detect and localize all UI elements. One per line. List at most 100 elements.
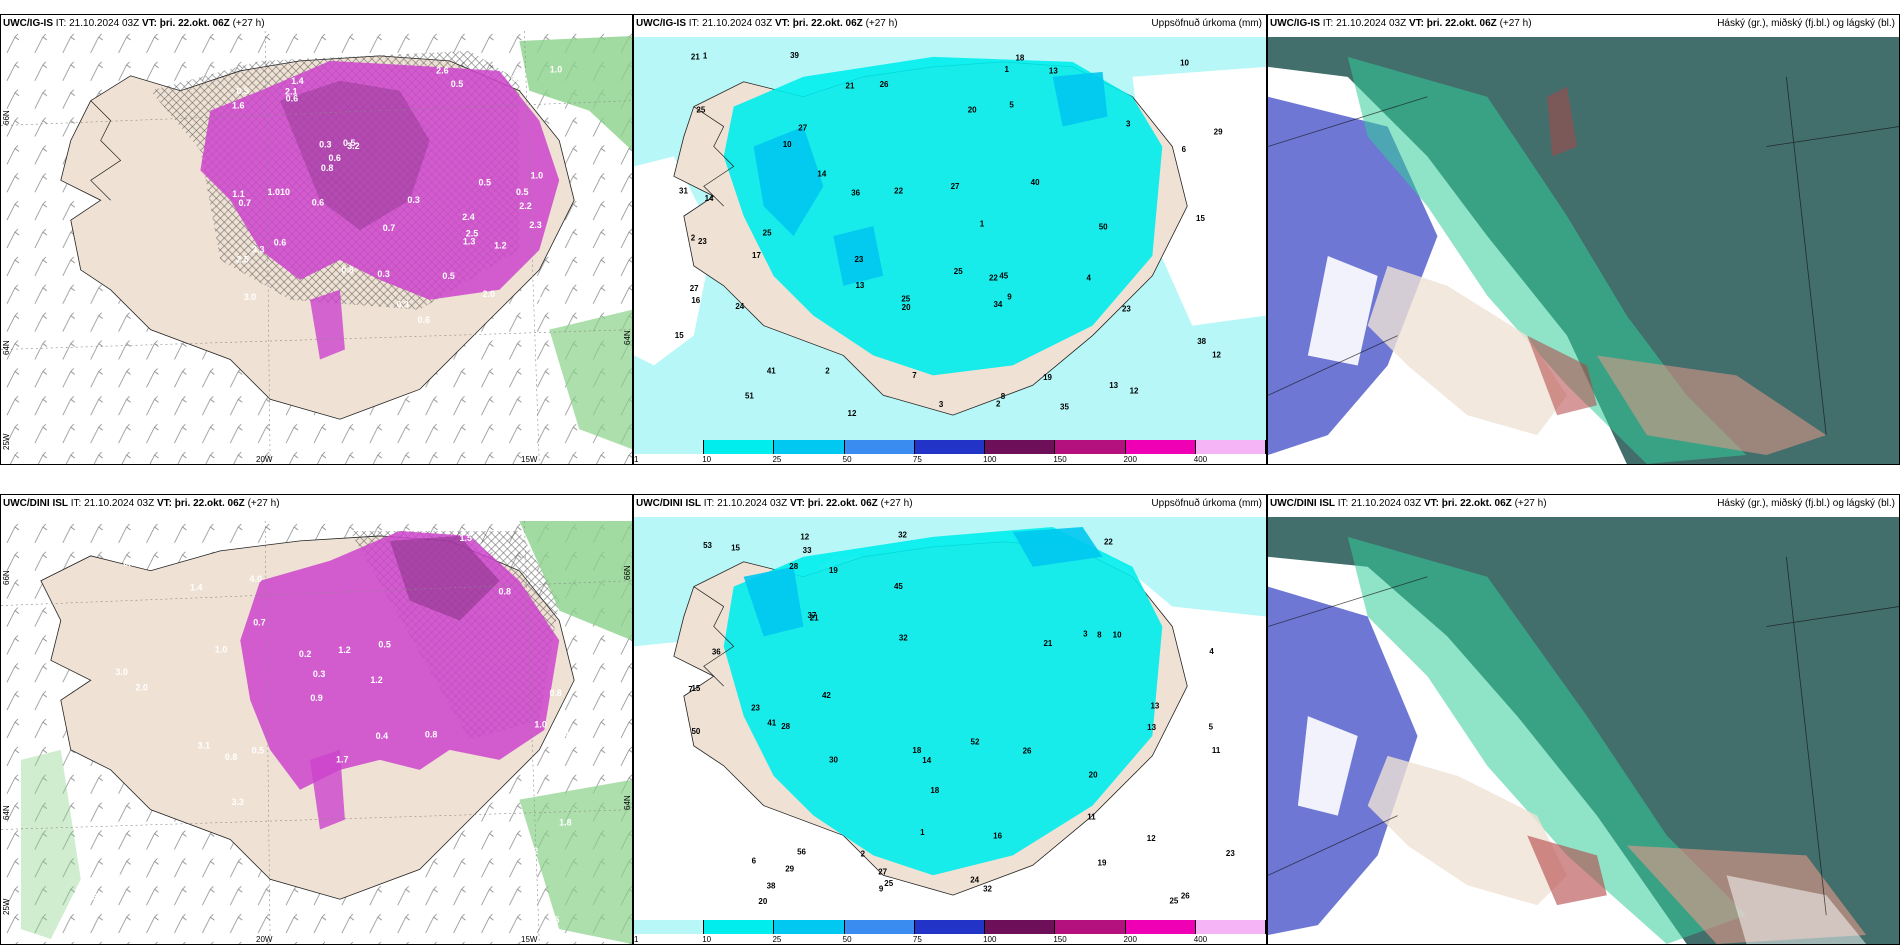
map-value-label: 1.0 [534,719,546,729]
map-value-label: 27 [690,284,699,293]
colorbar-label: 150 [1053,935,1067,944]
map-value-label: 1.4 [190,582,202,592]
colorbar-label: 150 [1053,455,1067,464]
map-value-label: 25 [763,228,772,237]
map-svg [1268,37,1899,464]
map-value-label: 0.6 [418,315,430,325]
map-value-label: 1.2 [338,645,350,655]
colorbar-segment [634,440,705,454]
map-value-label: 21 [691,52,700,61]
colorbar-label: 75 [912,935,922,944]
map-svg: 9141034232250453627413124252338401612102… [634,37,1266,440]
map-value-label: 0.5 [115,880,127,890]
map-value-label: 28 [789,562,798,571]
colorbar-label: 400 [1193,455,1208,464]
precip-values: 2.24.00.20.90.71.22.33.33.11.41.00.80.50… [85,533,585,925]
colorbar-segment [1195,920,1266,934]
colorbar-segment [704,440,775,454]
iceland-land [1367,265,1568,436]
map-value-label: 23 [855,255,864,264]
panel-header: UWC/IG-IS IT: 21.10.2024 03Z VT: þri. 22… [1270,18,1532,29]
map-value-label: 3.3 [231,797,243,807]
map-value-label: 35 [1060,403,1069,412]
y-tick-66n: 66N [2,110,11,125]
map-value-label: 0.4 [376,731,388,741]
map-value-label: 0.5 [564,729,576,739]
y-tick-25w: 25W [2,898,11,915]
map-value-label: 0.7 [253,618,265,628]
map-value-label: 50 [692,727,701,736]
map-value-label: 12 [1130,387,1139,396]
map-value-label: 36 [712,647,721,656]
map-value-label: 12 [848,409,857,418]
x-tick-15w: 15W [521,455,538,464]
map-value-label: 25 [901,294,910,303]
map-value-label: 2.1 [285,86,297,96]
map-value-label: 10 [783,140,792,149]
map-value-label: 10 [1180,59,1189,68]
map-svg: 2.24.00.20.90.71.22.33.33.11.41.00.80.50… [1,521,632,944]
map-value-label: 15 [675,331,684,340]
map-value-label: 38 [767,882,776,891]
map-value-label: 3.1 [198,740,210,750]
map-value-label: 25 [1170,896,1179,905]
map-value-label: 0.3 [313,669,325,679]
map-value-label: 26 [880,80,889,89]
map-value-label: 20 [758,897,767,906]
colorbar-segment [704,920,775,934]
map-value-label: 0.6 [274,237,286,247]
map-value-label: 26 [1181,891,1190,900]
map-value-label: 0.3 [396,300,408,310]
map-value-label: 0.3 [407,195,419,205]
map-value-label: 27 [798,124,807,133]
map-value-label: 0.8 [225,752,237,762]
map-value-label: 23 [1226,849,1235,858]
colorbar-label: 50 [842,455,852,464]
map-svg [1268,517,1899,944]
map-value-label: 37 [808,611,817,620]
colorbar-label: 200 [1123,935,1137,944]
panel-dini-precip-rate: UWC/DINI ISL IT: 21.10.2024 03Z VT: þri.… [0,494,633,945]
map-value-label: 0.5 [110,873,122,883]
map-value-label: 32 [983,885,992,894]
map-value-label: 1.010 [268,187,290,197]
map-value-label: 12 [800,533,809,542]
map-value-label: 0.7 [123,558,135,568]
map-value-label: 1.7 [336,754,348,764]
map-value-label: 0.5 [528,292,540,302]
map-value-label: 19 [829,566,838,575]
map-value-label: 25 [696,105,705,114]
map-value-label: 40 [1031,178,1040,187]
map-value-label: 13 [855,281,864,290]
map-value-label: 2 [691,233,696,242]
map-value-label: 1.0 [215,644,227,654]
map-value-label: 1.6 [232,101,244,111]
colorbar: 1 10 25 50 75 100 150 200 400 [634,920,1266,944]
map-value-label: 5 [1009,101,1014,110]
map-value-label: 1.0 [550,65,562,75]
map-value-label: 16 [691,296,700,305]
map-value-label: 1.0 [531,171,543,181]
precip-values: 2.42.23.01.43.22.02.50.50.30.61.61.10.50… [232,65,562,325]
map-value-label: 0.5 [237,86,249,96]
map-value-label: 14 [817,169,826,178]
map-value-label: 0.8 [549,688,561,698]
colorbar-segment [774,920,845,934]
map-value-label: 0.8 [499,586,511,596]
map-value-label: 13 [1109,381,1118,390]
y-tick-64n: 64N [2,340,11,355]
panel-header: UWC/DINI ISL IT: 21.10.2024 03Z VT: þri.… [1270,498,1547,509]
map-value-label: 1.8 [559,817,571,827]
colorbar-segment [914,440,986,454]
map-value-label: 13 [1049,66,1058,75]
map-value-label: 9 [1007,293,1012,302]
map-value-label: 18 [1015,54,1024,63]
map-value-label: 0.7 [383,223,395,233]
map-value-label: 2.2 [220,853,232,863]
map-value-label: 14 [705,194,714,203]
panel-header: UWC/DINI ISL IT: 21.10.2024 03Z VT: þri.… [3,498,280,509]
precip-area [240,530,560,790]
map-value-label: 52 [971,737,980,746]
accum-area [723,56,1163,376]
map-value-label: 50 [1099,222,1108,231]
